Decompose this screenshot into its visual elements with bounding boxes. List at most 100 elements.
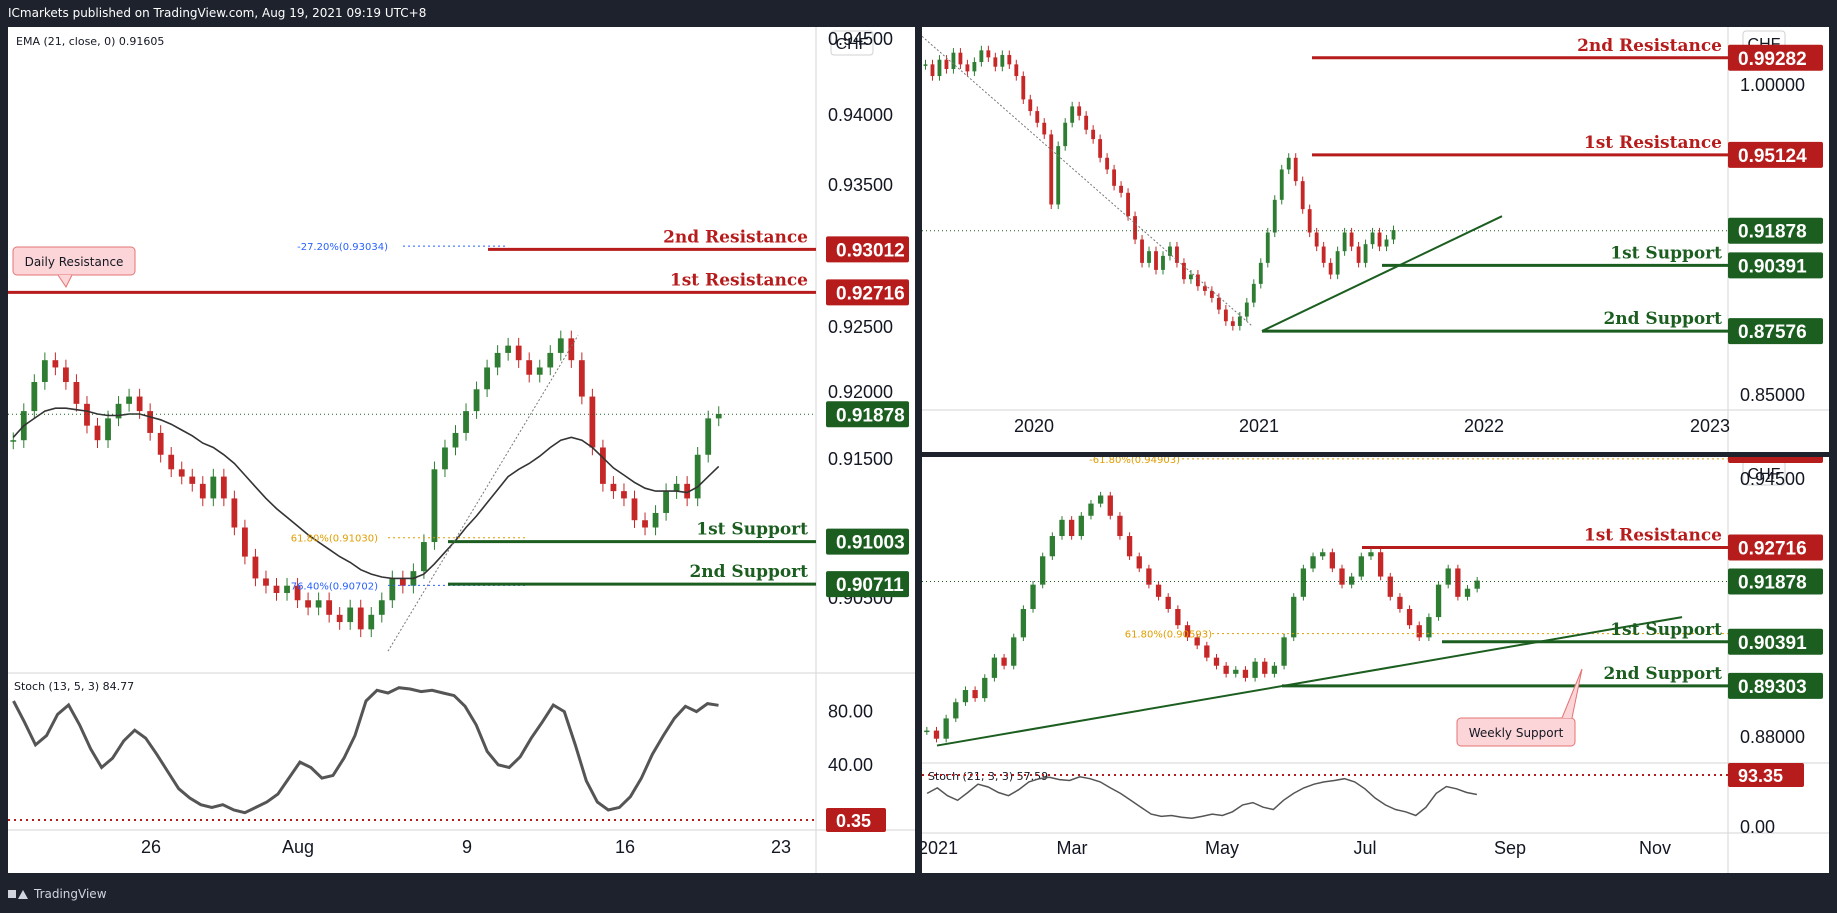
candle <box>1377 227 1382 252</box>
price-badge: 0.90391 <box>1728 628 1823 655</box>
candle <box>1070 101 1075 128</box>
candle <box>933 726 940 743</box>
candle <box>1209 286 1214 303</box>
candle <box>1078 512 1084 540</box>
candle <box>389 570 396 609</box>
candle <box>1314 227 1319 252</box>
price-badge: 0.92716 <box>826 279 909 306</box>
h4-chart-svg[interactable]: CHF0.945000.940000.880000.002021MarMayJu… <box>922 457 1829 873</box>
weekly-chart-panel[interactable]: CHF 1.00000 0.85000 2020 2021 2022 2023 2nd Res… <box>922 27 1829 452</box>
candle <box>972 686 978 702</box>
stoch-indicator-label: Stoch (13, 5, 3) 84.77 <box>14 680 134 693</box>
price-badge: 0.90711 <box>826 571 909 598</box>
candle <box>1377 548 1384 581</box>
callout-text: Daily Resistance <box>25 255 124 269</box>
candle <box>1300 176 1305 214</box>
time-tick-label: 16 <box>615 837 635 857</box>
candle <box>705 410 712 463</box>
candle <box>399 570 406 594</box>
candle <box>1117 512 1123 540</box>
candle <box>115 396 122 427</box>
fib-label: -61.80%(0.94903) <box>1089 457 1180 466</box>
candle <box>505 337 512 361</box>
candle <box>126 388 132 412</box>
fib-level: -61.80%(0.94903) <box>1089 457 1728 466</box>
candle <box>1310 552 1316 573</box>
candle <box>1126 188 1130 221</box>
time-tick-label: 23 <box>771 837 791 857</box>
candle <box>421 534 427 579</box>
level-name-label: 1st Support <box>1610 243 1722 263</box>
h4-chart-panel[interactable]: CHF0.945000.940000.880000.002021MarMayJu… <box>922 457 1829 873</box>
price-tick-label: 0.94000 <box>828 105 893 125</box>
candle <box>1126 532 1133 560</box>
time-tick-label: Jul <box>1353 838 1376 858</box>
candle <box>1271 662 1278 678</box>
candle <box>41 352 48 390</box>
candle <box>1146 564 1152 589</box>
candle <box>568 330 575 368</box>
ema-line <box>12 407 720 580</box>
currency-label: CHF <box>1748 466 1781 483</box>
candle <box>1042 118 1047 140</box>
candle <box>1258 258 1263 289</box>
candle <box>1175 241 1179 268</box>
candle <box>1342 227 1347 256</box>
candle <box>473 381 480 419</box>
price-tick-label: 0.92000 <box>828 382 893 402</box>
candle <box>1320 548 1326 560</box>
candle <box>63 359 69 390</box>
candle <box>1349 227 1354 252</box>
price-badge-value: 0.95124 <box>1738 457 1807 462</box>
price-tick-label: 0.91500 <box>828 449 893 469</box>
time-tick-label: 2023 <box>1690 416 1730 436</box>
candle <box>1397 593 1403 613</box>
daily-chart-panel[interactable]: CHF EMA (21, close, 0) 0.91605 0.94500 0.94… <box>8 27 915 873</box>
candle <box>557 330 564 361</box>
candle <box>1107 491 1113 520</box>
candle <box>452 425 459 456</box>
trend-line <box>1261 215 1503 332</box>
price-tick-label: 0.94500 <box>828 29 893 49</box>
candle <box>1088 499 1094 520</box>
fib-label: 61.80%(0.90593) <box>1125 630 1212 641</box>
candle <box>1251 279 1256 308</box>
price-badge: 0.90391 <box>1728 252 1823 279</box>
candle <box>1335 246 1340 280</box>
candle <box>431 461 438 550</box>
candle <box>684 476 691 507</box>
currency-tag: CHF <box>830 30 874 56</box>
candle <box>463 403 469 441</box>
fib-level: 61.80%(0.91030) <box>291 534 528 545</box>
candle <box>1020 605 1027 642</box>
candle <box>1000 50 1005 72</box>
stoch-tick-label: 40.00 <box>828 755 873 775</box>
candle <box>347 599 354 630</box>
candle <box>294 577 301 609</box>
candle <box>210 468 217 507</box>
candle <box>242 519 248 565</box>
candle <box>231 490 238 536</box>
candle <box>1084 111 1089 135</box>
candle <box>1216 293 1221 315</box>
fib-label: -27.20%(0.93034) <box>297 242 388 253</box>
candle <box>600 439 606 492</box>
candle <box>1021 71 1026 104</box>
candle <box>189 468 196 492</box>
tradingview-footer[interactable]: TradingView <box>8 887 107 901</box>
candle <box>1455 564 1461 601</box>
price-badge: 0.95124 <box>1728 141 1823 168</box>
candle <box>1265 227 1270 268</box>
callout-box: Weekly Support <box>1456 668 1583 747</box>
candle <box>1321 241 1326 268</box>
daily-chart-svg[interactable]: CHF EMA (21, close, 0) 0.91605 0.94500 0.94… <box>8 27 915 873</box>
candle <box>610 476 617 499</box>
candle <box>147 403 154 441</box>
candle <box>1435 580 1442 621</box>
candle <box>1202 281 1207 296</box>
candle <box>1007 50 1012 69</box>
candle <box>621 483 627 507</box>
stoch-level-badge: 0.35 <box>826 808 886 832</box>
candle <box>494 345 501 376</box>
